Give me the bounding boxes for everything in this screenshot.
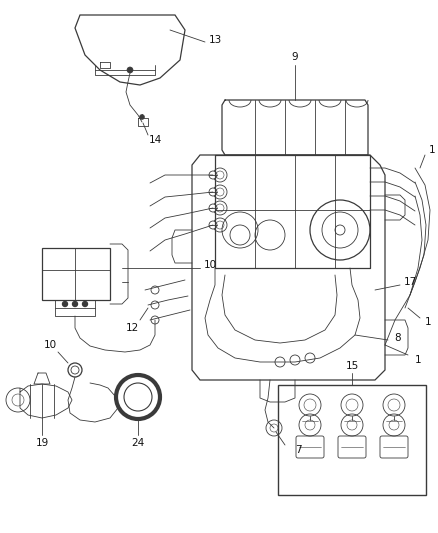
Circle shape [209,204,217,212]
Circle shape [127,67,133,73]
Text: 1: 1 [415,355,421,365]
Circle shape [209,188,217,196]
Circle shape [209,221,217,229]
Text: 10: 10 [203,260,216,270]
Text: 17: 17 [403,277,417,287]
Text: 14: 14 [148,135,162,145]
Text: 9: 9 [292,52,298,62]
Circle shape [209,171,217,179]
Text: 19: 19 [35,438,49,448]
Circle shape [63,302,67,306]
Text: 15: 15 [346,361,359,371]
Text: 8: 8 [395,333,401,343]
Text: 12: 12 [125,323,138,333]
Text: 24: 24 [131,438,145,448]
Text: 1: 1 [425,317,431,327]
Bar [278,385,426,495]
Text: 10: 10 [43,340,57,350]
Circle shape [73,302,78,306]
Text: 1: 1 [429,145,435,155]
Text: 13: 13 [208,35,222,45]
Circle shape [139,115,145,119]
Text: 7: 7 [295,445,301,455]
Circle shape [82,302,88,306]
